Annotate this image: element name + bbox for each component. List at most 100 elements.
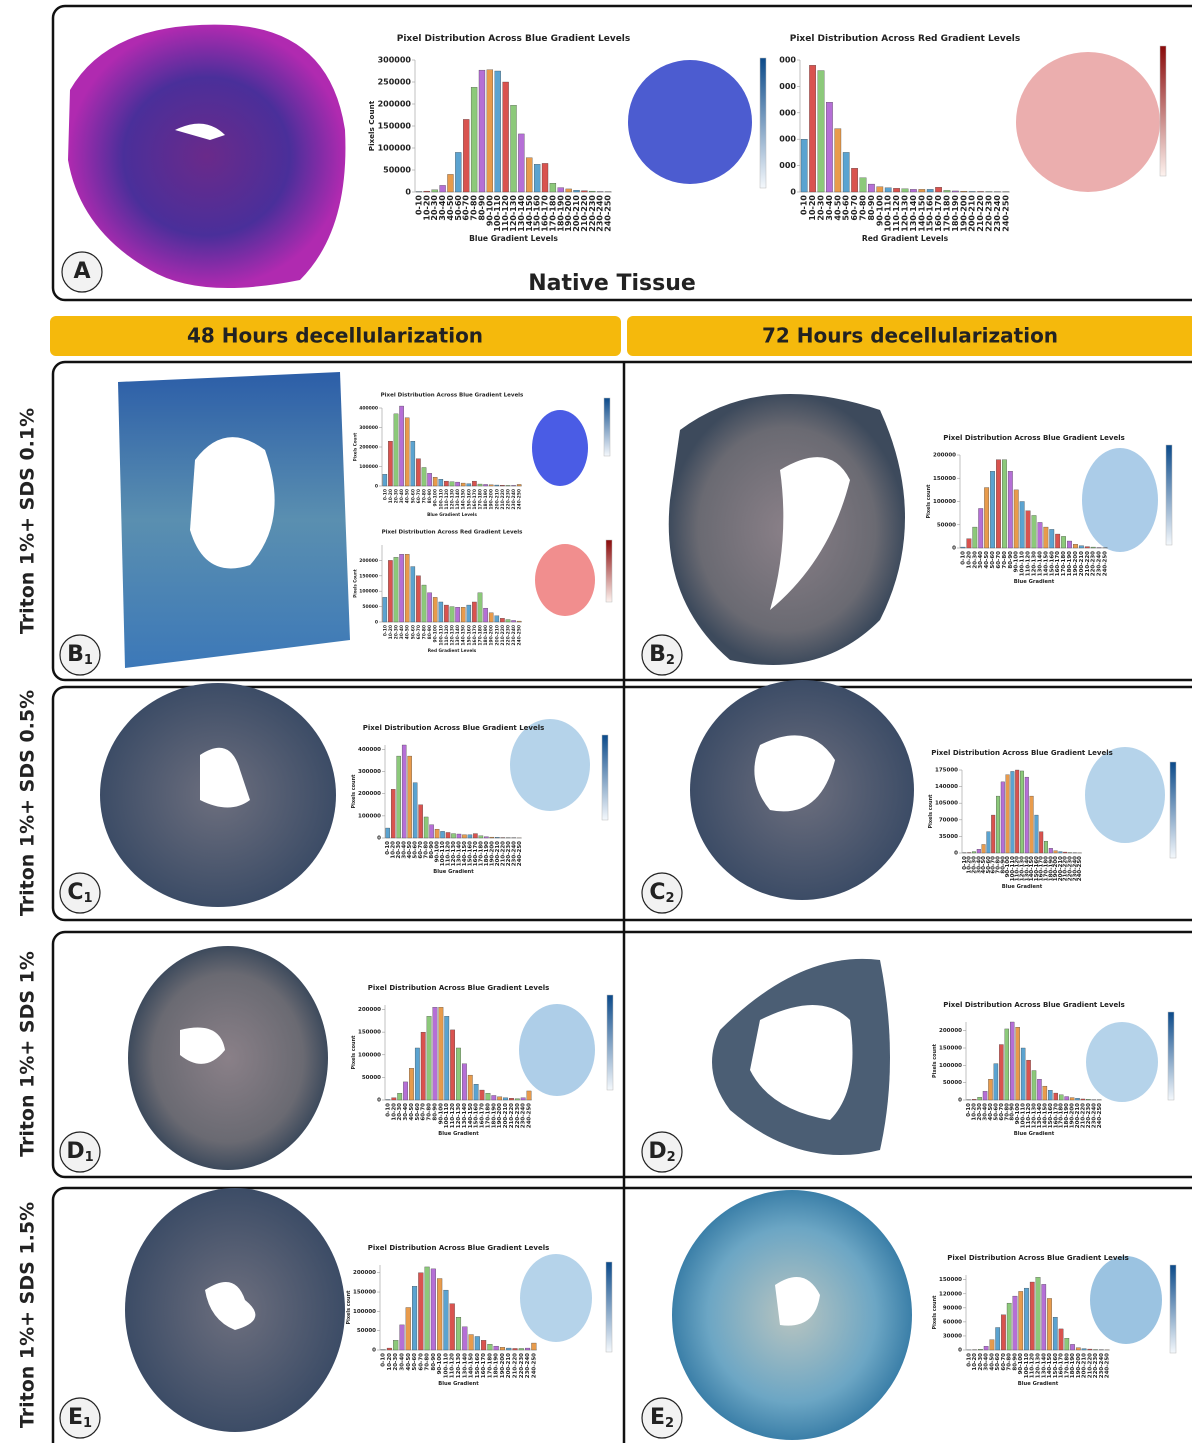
bar [990,1340,994,1350]
x-axis-label: Blue Gradient Levels [427,512,477,518]
y-tick-label: 150000 [933,476,956,482]
x-tick-label: 170-180 [478,489,484,510]
x-tick-label: 90-100 [437,1353,443,1375]
bar [851,168,857,192]
bar [1076,1348,1080,1350]
x-tick-label: 160-170 [472,625,478,646]
y-tick-label: 150000 [353,1290,376,1296]
bar [1054,851,1058,853]
bar [450,1304,455,1350]
bar [490,837,494,838]
bar [826,102,832,192]
panel-letter: C [67,880,83,905]
y-tick-label: 300000 [359,425,378,431]
bar [394,414,398,486]
x-tick-label: 60-70 [418,1353,424,1371]
y-tick-label: 140000 [935,784,958,790]
bar [1015,770,1019,853]
bar [433,477,437,486]
y-tick-label: 0 [954,851,958,857]
bar [456,1048,460,1100]
bar [1085,547,1089,548]
x-tick-label: 110-120 [450,1353,456,1378]
bar [468,835,472,838]
bar [1005,1029,1009,1100]
bar [467,484,471,486]
y-axis-label: Pixels count [932,1043,938,1078]
colorbar [607,995,613,1090]
x-axis-label: Red Gradient Levels [428,648,477,654]
bar [500,1347,505,1350]
y-tick-label: 0 [958,1348,962,1354]
bar [1073,544,1077,548]
y-tick-label: 50000 [383,166,411,175]
y-tick-label: 150000 [378,122,412,131]
bar [478,593,482,622]
panel-label: A [73,259,90,284]
bar [506,485,510,486]
x-tick-label: 240-250 [1077,856,1083,881]
bar [392,1098,396,1100]
bar [984,488,988,548]
x-tick-label: 100-110 [438,625,444,646]
tissue [128,946,328,1170]
bar [987,832,991,853]
bar [1011,771,1015,853]
y-tick-label: 0 [375,620,378,626]
bar [1038,522,1042,548]
colorbar [602,735,608,820]
bar [388,560,392,622]
bar [462,1327,467,1350]
panel-subscript: 1 [84,891,93,906]
x-axis-label: Blue Gradient [1014,579,1055,585]
x-tick-label: 50-60 [412,1353,418,1371]
bar [910,189,916,192]
bar [495,837,499,838]
y-tick-label: 50000 [943,1080,962,1086]
bar [439,602,443,622]
bar [1042,1284,1046,1350]
bar [511,485,515,486]
bar [1059,1329,1063,1350]
bar [497,1097,501,1100]
y-axis-label: Pixels count [926,484,932,519]
bar [413,783,417,838]
bar [503,1098,507,1100]
bar [422,585,426,622]
x-tick-label: 200-210 [494,625,500,646]
x-axis-label: Blue Gradient [1018,1381,1059,1387]
y-tick-label: 175000 [935,768,958,774]
x-tick-label: 220-230 [506,489,512,510]
bar [388,441,392,486]
x-tick-label: 200-210 [506,1353,512,1378]
y-tick-label: 100000 [359,589,378,595]
bar [415,1048,419,1100]
chart-title: Pixel Distribution Across Red Gradient L… [790,34,1021,44]
heat-map [1082,448,1158,552]
bar [589,191,595,192]
bar [1036,1277,1040,1350]
x-tick-label: 240-250 [1097,1103,1103,1128]
x-tick-label: 240-250 [1105,1353,1111,1378]
bar [885,188,891,192]
bar [511,620,515,622]
bar [383,597,387,622]
bar [990,471,994,548]
bar [517,621,521,622]
bar [1039,832,1043,853]
x-tick-label: 0-10 [381,1353,387,1367]
panel-letter: C [649,880,665,905]
y-tick-label: 70000 [939,817,958,823]
bar [525,1348,530,1350]
bar [994,1064,998,1100]
panel-subscript: 1 [84,653,93,668]
y-tick-label: 000 [779,135,796,144]
x-tick-label: 130-140 [455,625,461,646]
x-tick-label: 230-240 [511,625,517,646]
panel-letter: B [649,642,666,667]
bar [1019,1291,1023,1350]
bar [944,190,950,192]
bar [445,1016,449,1100]
x-tick-label: 230-240 [525,1353,531,1378]
bar [982,844,986,853]
